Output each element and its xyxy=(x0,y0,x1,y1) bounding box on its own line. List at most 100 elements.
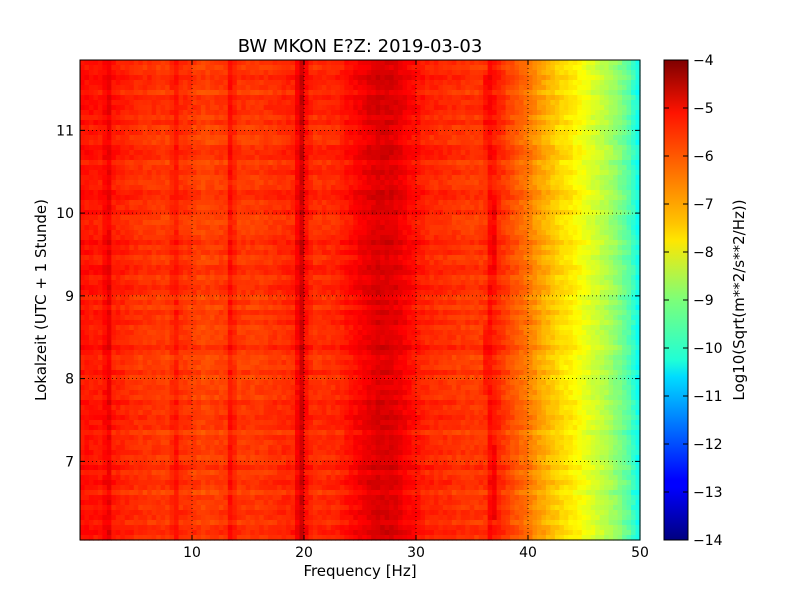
heatmap-cell xyxy=(111,175,117,181)
heatmap-cell xyxy=(528,215,534,221)
heatmap-cell xyxy=(510,250,516,256)
heatmap-cell xyxy=(496,230,502,236)
heatmap-cell xyxy=(451,185,457,191)
heatmap-cell xyxy=(563,70,569,76)
heatmap-cell xyxy=(160,120,166,126)
heatmap-cell xyxy=(375,150,381,156)
heatmap-cell xyxy=(250,70,256,76)
heatmap-cell xyxy=(501,215,507,221)
heatmap-cell xyxy=(286,90,292,96)
heatmap-cell xyxy=(429,205,435,211)
heatmap-cell xyxy=(366,190,372,196)
heatmap-cell xyxy=(111,255,117,261)
heatmap-cell xyxy=(259,205,265,211)
heatmap-cell xyxy=(438,185,444,191)
heatmap-cell xyxy=(362,195,368,201)
heatmap-cell xyxy=(599,230,605,236)
heatmap-cell xyxy=(407,105,413,111)
heatmap-cell xyxy=(187,100,193,106)
heatmap-cell xyxy=(402,200,408,206)
heatmap-cell xyxy=(545,65,551,71)
heatmap-cell xyxy=(492,200,498,206)
heatmap-cell xyxy=(487,240,493,246)
heatmap-cell xyxy=(304,215,310,221)
heatmap-cell xyxy=(586,205,592,211)
heatmap-cell xyxy=(389,90,395,96)
heatmap-cell xyxy=(478,255,484,261)
heatmap-cell xyxy=(389,200,395,206)
heatmap-cell xyxy=(447,85,453,91)
heatmap-cell xyxy=(438,255,444,261)
heatmap-cell xyxy=(505,110,511,116)
heatmap-cell xyxy=(424,150,431,156)
heatmap-cell xyxy=(353,225,359,231)
heatmap-cell xyxy=(478,225,484,231)
heatmap-cell xyxy=(380,225,386,231)
heatmap-cell xyxy=(209,165,215,171)
heatmap-cell xyxy=(357,80,363,86)
heatmap-cell xyxy=(205,195,211,201)
heatmap-cell xyxy=(183,240,189,246)
heatmap-cell xyxy=(536,105,543,111)
heatmap-cell xyxy=(559,175,565,181)
heatmap-cell xyxy=(299,105,305,111)
heatmap-cell xyxy=(151,70,157,76)
heatmap-cell xyxy=(586,70,592,76)
heatmap-cell xyxy=(321,125,327,131)
heatmap-cell xyxy=(393,125,399,131)
heatmap-cell xyxy=(196,130,202,136)
heatmap-cell xyxy=(590,135,596,141)
heatmap-cell xyxy=(277,195,283,201)
heatmap-cell xyxy=(138,225,144,231)
heatmap-cell xyxy=(532,145,538,151)
heatmap-cell xyxy=(416,80,422,86)
heatmap-cell xyxy=(447,240,453,246)
heatmap-cell xyxy=(178,80,184,86)
heatmap-cell xyxy=(433,255,439,261)
heatmap-cell xyxy=(429,65,435,71)
heatmap-cell xyxy=(245,105,251,111)
heatmap-cell xyxy=(429,115,435,121)
heatmap-cell xyxy=(478,170,484,176)
heatmap-cell xyxy=(402,215,408,221)
heatmap-cell xyxy=(536,75,543,81)
heatmap-cell xyxy=(599,205,605,211)
heatmap-cell xyxy=(550,120,556,126)
heatmap-cell xyxy=(111,215,117,221)
heatmap-cell xyxy=(151,200,157,206)
heatmap-cell xyxy=(277,225,283,231)
heatmap-cell xyxy=(635,245,641,251)
heatmap-cell xyxy=(487,200,493,206)
heatmap-cell xyxy=(501,80,507,86)
heatmap-cell xyxy=(631,130,637,136)
heatmap-cell xyxy=(554,160,560,166)
heatmap-cell xyxy=(120,190,126,196)
heatmap-cell xyxy=(568,180,574,186)
heatmap-cell xyxy=(577,120,583,126)
heatmap-cell xyxy=(487,250,493,256)
heatmap-cell xyxy=(88,205,95,211)
heatmap-cell xyxy=(88,210,95,216)
heatmap-cell xyxy=(631,70,637,76)
heatmap-cell xyxy=(536,215,543,221)
heatmap-cell xyxy=(581,180,587,186)
heatmap-cell xyxy=(420,85,426,91)
heatmap-cell xyxy=(608,155,614,161)
heatmap-cell xyxy=(505,175,511,181)
heatmap-cell xyxy=(183,250,189,256)
heatmap-cell xyxy=(528,195,534,201)
heatmap-cell xyxy=(214,110,220,116)
heatmap-cell xyxy=(532,190,538,196)
heatmap-cell xyxy=(250,220,256,226)
heatmap-cell xyxy=(84,225,90,231)
heatmap-cell xyxy=(536,180,543,186)
heatmap-cell xyxy=(192,170,198,176)
heatmap-cell xyxy=(384,110,390,116)
heatmap-cell xyxy=(299,130,305,136)
heatmap-cell xyxy=(263,180,269,186)
heatmap-cell xyxy=(97,215,103,221)
heatmap-cell xyxy=(501,60,507,66)
heatmap-cell xyxy=(483,130,489,136)
heatmap-cell xyxy=(290,90,296,96)
heatmap-cell xyxy=(469,165,475,171)
